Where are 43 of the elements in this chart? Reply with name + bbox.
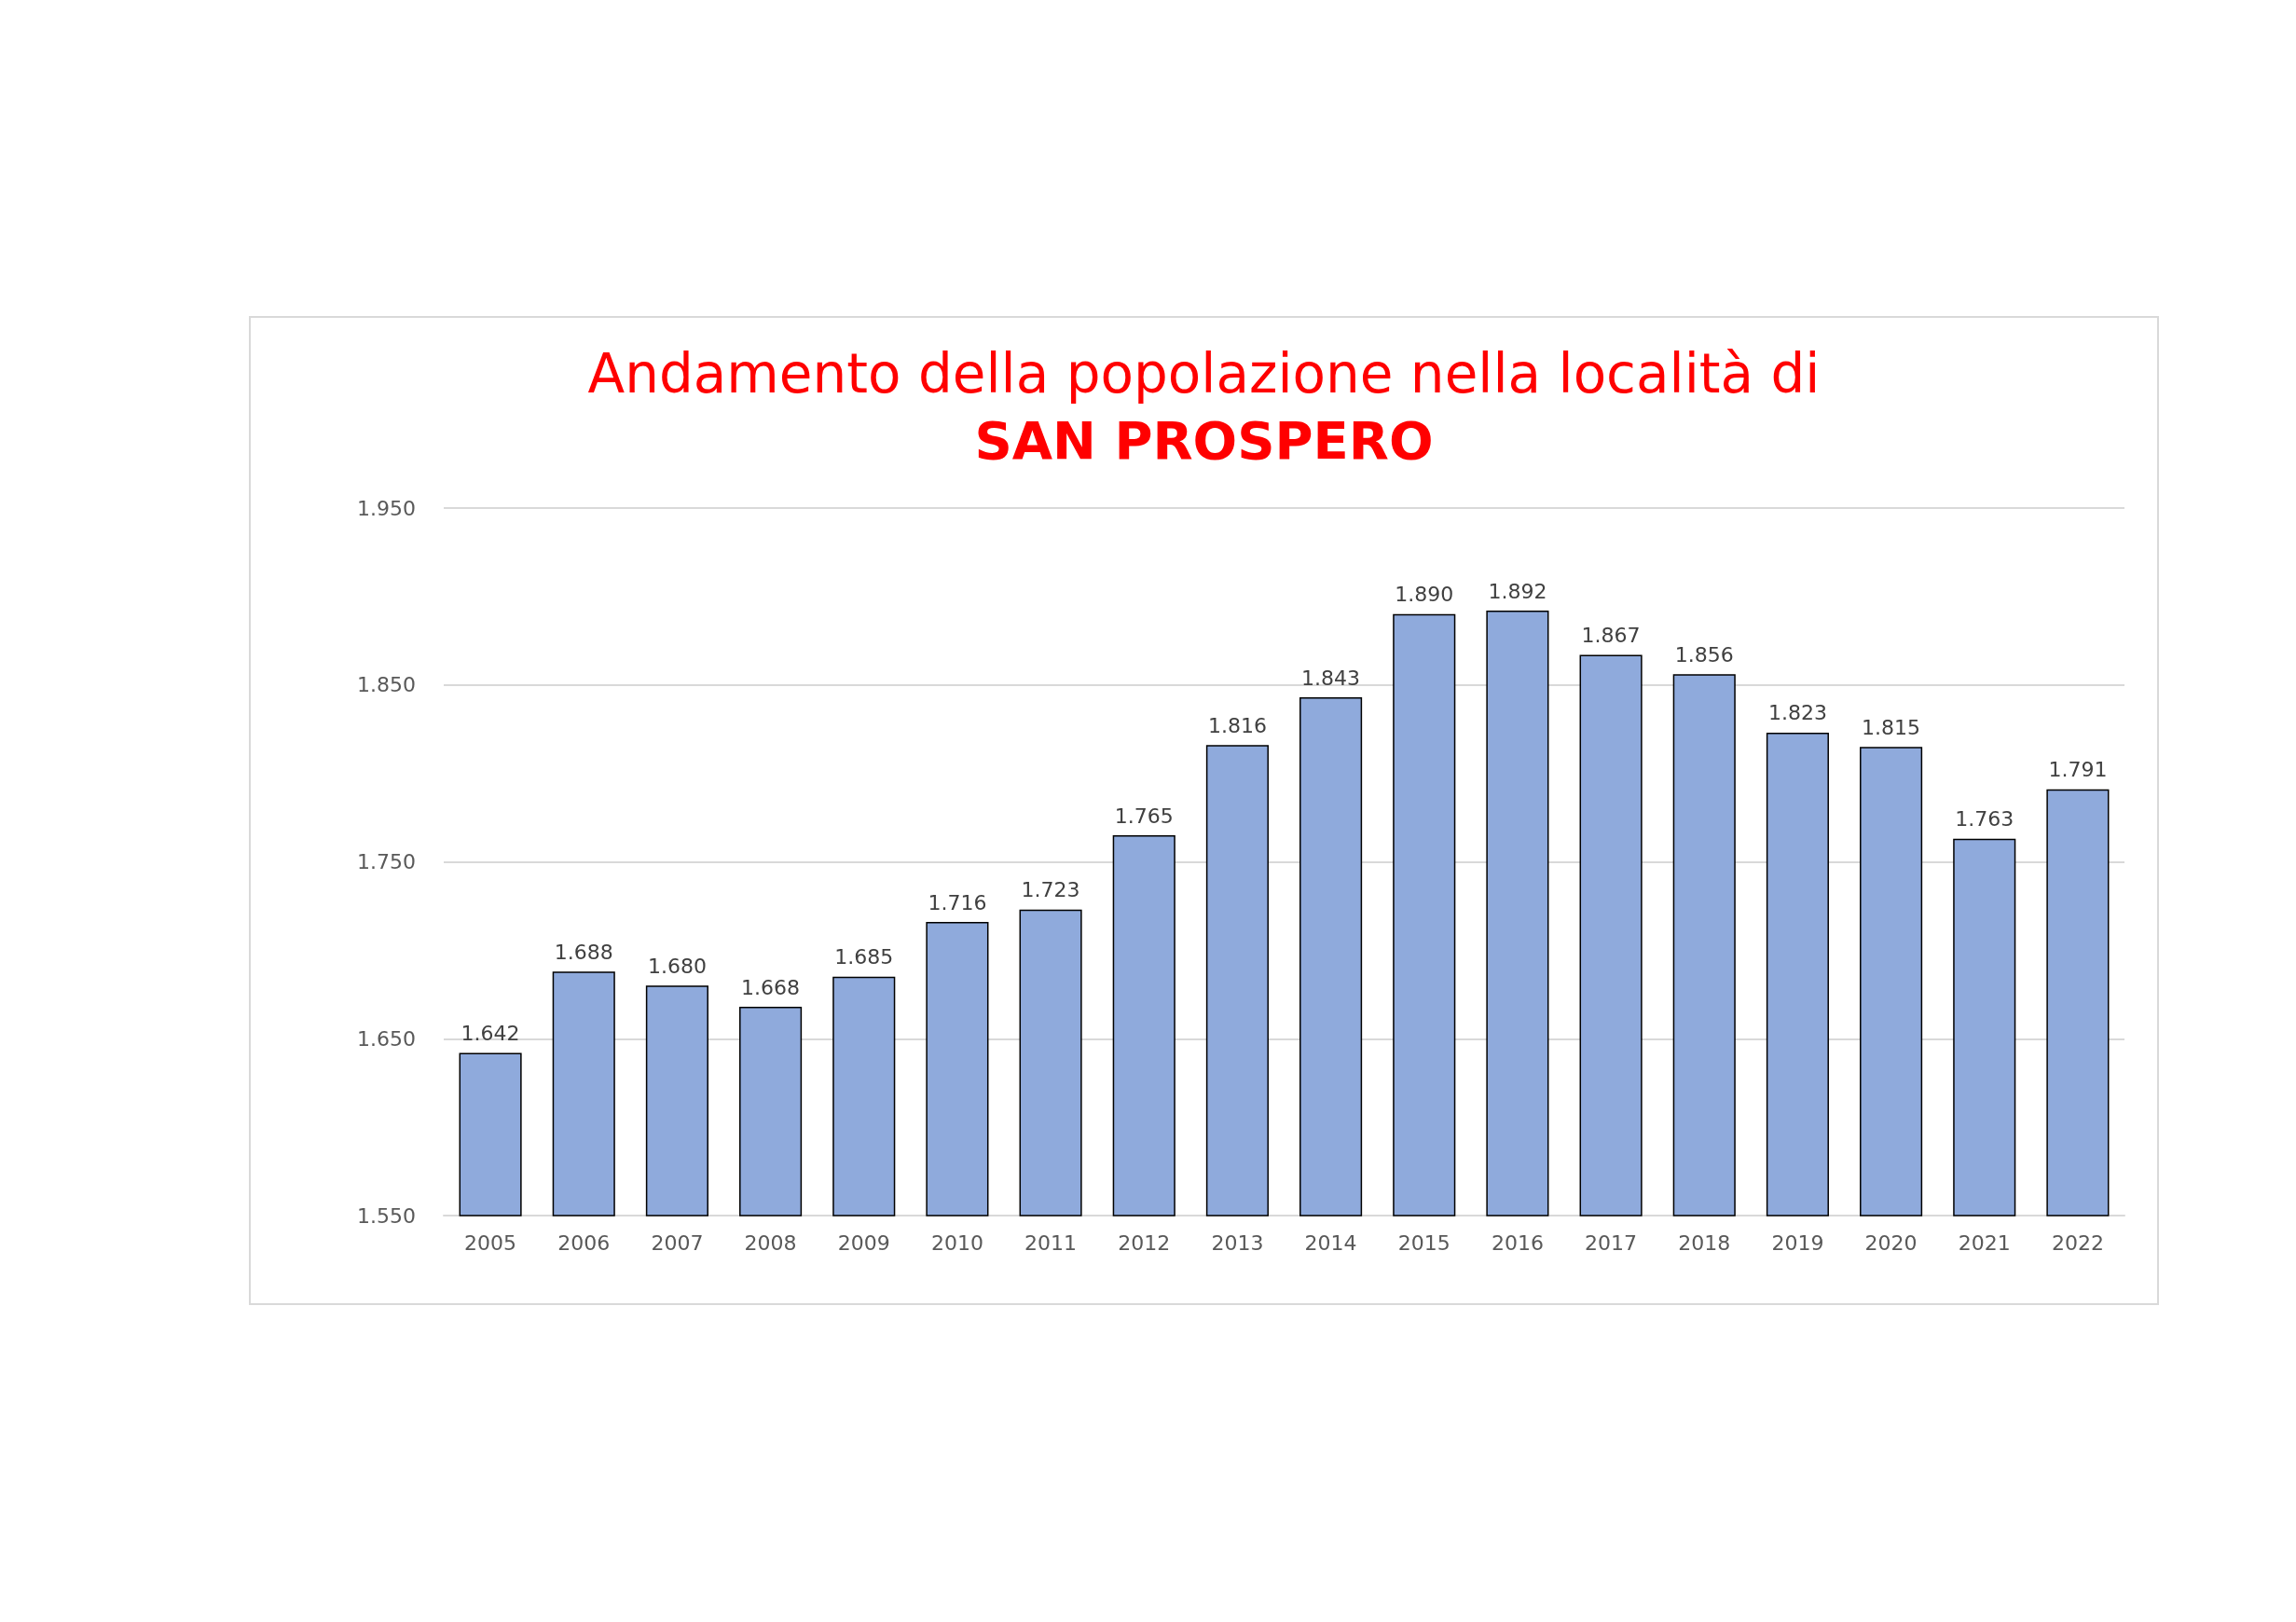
x-tick-label: 2013 bbox=[1211, 1230, 1264, 1255]
x-tick-label: 2011 bbox=[1024, 1230, 1078, 1255]
x-tick-label: 2010 bbox=[930, 1230, 983, 1255]
data-label: 1.685 bbox=[834, 945, 894, 969]
x-tick-label: 2005 bbox=[464, 1230, 517, 1255]
data-label: 1.856 bbox=[1674, 642, 1734, 667]
data-label: 1.890 bbox=[1395, 583, 1454, 607]
data-label: 1.791 bbox=[2048, 758, 2108, 782]
x-tick-label: 2020 bbox=[1864, 1230, 1918, 1255]
x-tick-label: 2018 bbox=[1678, 1230, 1731, 1255]
data-label: 1.867 bbox=[1581, 623, 1641, 647]
chart-subtitle: SAN PROSPERO bbox=[974, 409, 1434, 471]
x-tick-label: 2019 bbox=[1771, 1230, 1824, 1255]
x-tick-label: 2006 bbox=[557, 1230, 611, 1255]
data-label: 1.816 bbox=[1207, 713, 1267, 737]
data-label: 1.680 bbox=[647, 954, 707, 978]
y-tick-label: 1.650 bbox=[357, 1026, 416, 1051]
y-tick-label: 1.750 bbox=[357, 850, 416, 873]
data-label: 1.688 bbox=[554, 940, 613, 964]
data-label: 1.723 bbox=[1021, 878, 1080, 902]
x-tick-label: 2012 bbox=[1118, 1230, 1171, 1255]
x-tick-label: 2014 bbox=[1304, 1230, 1357, 1255]
x-tick-label: 2021 bbox=[1958, 1230, 2011, 1255]
x-tick-label: 2007 bbox=[651, 1230, 704, 1255]
y-tick-label: 1.850 bbox=[357, 673, 416, 697]
x-tick-label: 2017 bbox=[1585, 1230, 1638, 1255]
x-tick-label: 2015 bbox=[1397, 1230, 1450, 1255]
data-label: 1.892 bbox=[1488, 579, 1547, 603]
data-label: 1.716 bbox=[928, 890, 987, 914]
data-label: 1.823 bbox=[1767, 701, 1827, 725]
data-label: 1.815 bbox=[1862, 715, 1921, 739]
data-label: 1.642 bbox=[461, 1021, 520, 1045]
y-tick-label: 1.550 bbox=[357, 1203, 416, 1228]
y-tick-label: 1.950 bbox=[357, 496, 416, 520]
x-tick-label: 2022 bbox=[2051, 1230, 2104, 1255]
data-label: 1.763 bbox=[1955, 807, 2014, 832]
x-tick-label: 2016 bbox=[1491, 1230, 1544, 1255]
chart-title: Andamento della popolazione nella località di bbox=[587, 342, 1821, 406]
data-label: 1.668 bbox=[741, 975, 801, 999]
data-label: 1.843 bbox=[1301, 666, 1361, 690]
data-label: 1.765 bbox=[1114, 804, 1174, 828]
x-tick-label: 2009 bbox=[837, 1230, 890, 1255]
x-tick-label: 2008 bbox=[744, 1230, 797, 1255]
